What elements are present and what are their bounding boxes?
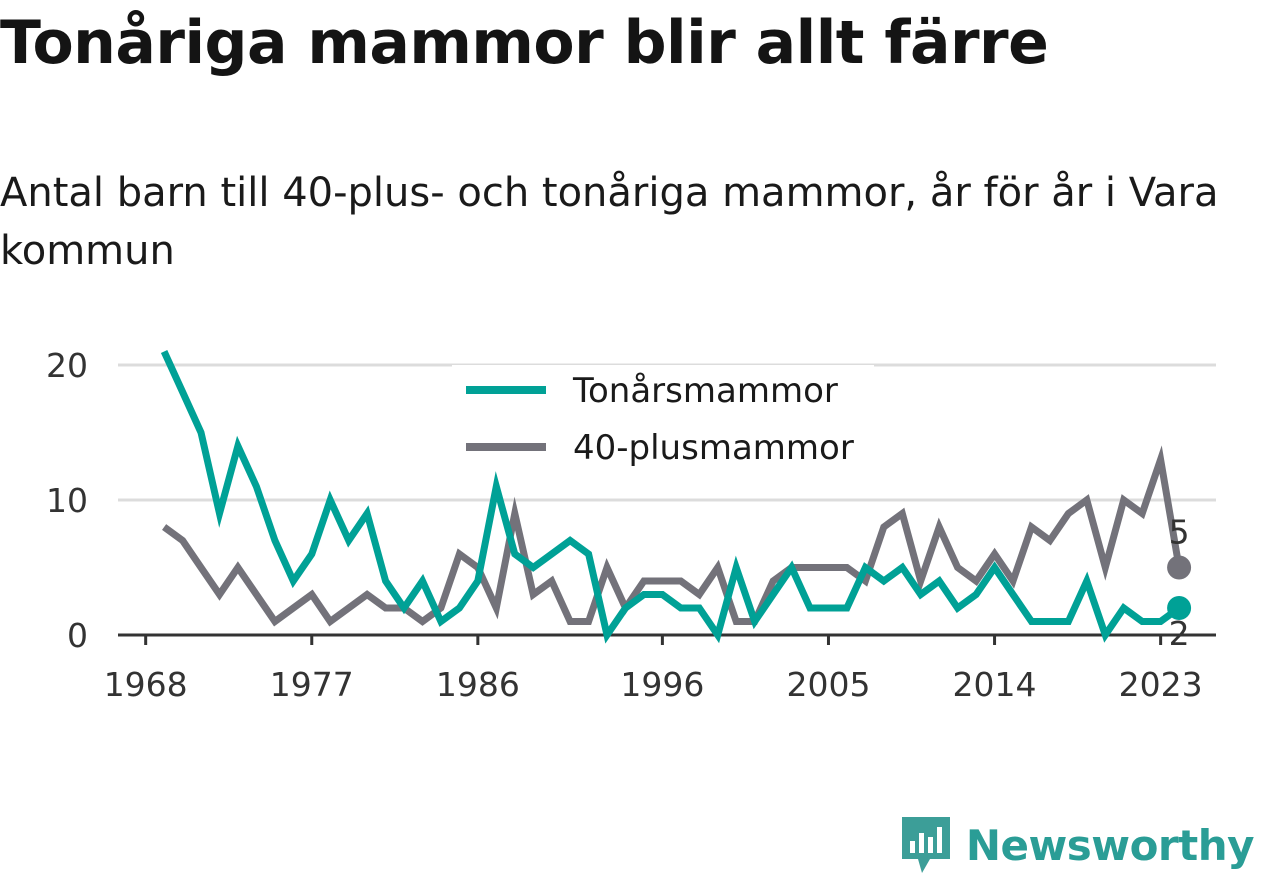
y-tick-label-10: 10 — [46, 481, 88, 520]
brand-logo: Newsworthy — [900, 815, 1255, 875]
y-axis-labels: 0 10 20 — [46, 346, 88, 655]
endpoint-ton-rsmammor — [1167, 596, 1192, 620]
x-tick-label-2005: 2005 — [786, 665, 870, 704]
end-label-40-plusmammor: 5 — [1169, 513, 1190, 552]
series-lines — [160, 350, 1183, 644]
brand-name: Newsworthy — [965, 820, 1255, 870]
endpoint-markers: 25 — [1167, 513, 1192, 653]
chart-title: Tonåriga mammor blir allt färre — [0, 8, 1049, 78]
endpoint-40-plusmammor — [1167, 555, 1192, 580]
x-axis: 1968 1977 1986 1996 2005 2014 2023 — [104, 633, 1216, 704]
y-tick-label-0: 0 — [67, 616, 88, 655]
chart-subtitle: Antal barn till 40-plus- och tonåriga ma… — [0, 170, 1219, 274]
x-tick-label-1986: 1986 — [436, 665, 520, 704]
legend-background — [452, 365, 874, 477]
newsworthy-logo-icon — [901, 817, 950, 873]
series-line-ton-rsmammor — [160, 350, 1182, 644]
x-tick-label-2023: 2023 — [1119, 665, 1203, 704]
line-chart: 1968 1977 1986 1996 2005 2014 2023 0 10 20 Tonår… — [46, 346, 1216, 704]
x-tick-label-1968: 1968 — [104, 665, 188, 704]
legend-label-40-plusmammor: 40-plusmammor — [573, 428, 854, 468]
y-tick-label-20: 20 — [46, 346, 88, 385]
x-tick-label-1996: 1996 — [620, 665, 704, 704]
x-tick-label-1977: 1977 — [270, 665, 354, 704]
series-line-40-plusmammor — [162, 445, 1183, 627]
legend: Tonårsmammor 40-plusmammor — [452, 365, 874, 477]
legend-label-tonarsmammor: Tonårsmammor — [572, 371, 838, 411]
x-tick-label-2014: 2014 — [953, 665, 1037, 704]
end-label-ton-rsmammor: 2 — [1169, 614, 1190, 653]
